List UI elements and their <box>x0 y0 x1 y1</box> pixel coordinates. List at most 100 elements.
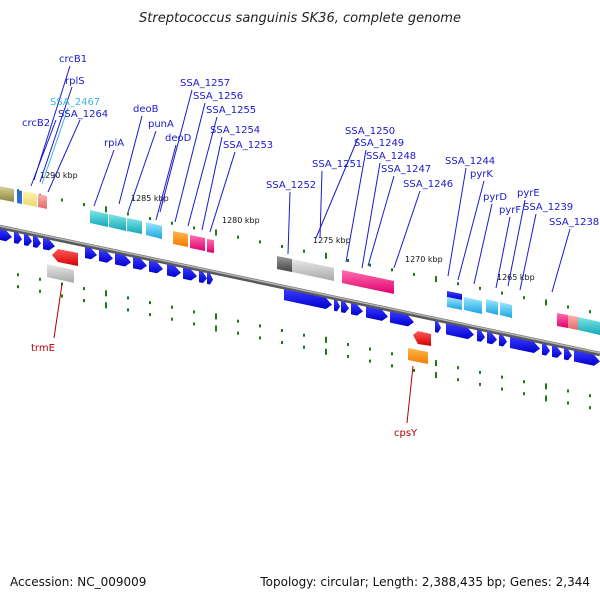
feature-teal-2 <box>109 214 126 231</box>
kbp-label-1290: 1290 kbp <box>40 171 78 180</box>
tick-mark <box>589 310 591 314</box>
tick-mark <box>237 235 239 239</box>
leader-line <box>393 190 421 269</box>
tick-mark <box>523 380 525 384</box>
tick-mark <box>105 290 107 297</box>
tick-mark <box>413 368 415 372</box>
gene-arrow <box>564 348 572 361</box>
gene-arrow <box>446 323 474 340</box>
tick-mark <box>545 299 547 306</box>
gene-label-cpsY: cpsY <box>394 428 418 439</box>
leader-line <box>30 119 57 187</box>
tick-mark <box>589 394 591 398</box>
leader-line <box>519 213 537 291</box>
tick-mark <box>523 296 525 300</box>
tick-mark <box>83 299 85 303</box>
gene-arrow <box>85 247 97 260</box>
leader-line-red <box>406 365 414 424</box>
tick-mark <box>149 301 151 305</box>
gene-arrow <box>99 250 113 263</box>
feature-olive <box>0 186 14 202</box>
tick-mark <box>259 324 261 328</box>
leader-line <box>47 119 81 193</box>
tick-mark <box>501 375 503 379</box>
leader-line <box>319 170 323 239</box>
tick-rows <box>17 189 591 410</box>
tick-mark <box>105 206 107 213</box>
tick-mark <box>325 336 327 343</box>
feature-red-cpsY <box>413 331 431 346</box>
gene-label-SSA-1250: SSA_1250 <box>345 126 395 137</box>
gene-label-SSA-1257: SSA_1257 <box>180 78 230 89</box>
gene-arrow <box>542 343 550 356</box>
gene-arrow <box>167 264 181 278</box>
feature-cyan-4 <box>486 299 498 315</box>
leader-line <box>155 144 177 221</box>
gene-label-SSA-1246: SSA_1246 <box>403 179 453 190</box>
tick-mark <box>435 372 437 379</box>
gene-arrow <box>183 267 197 281</box>
genome-backbone <box>0 224 600 357</box>
tick-mark <box>17 285 19 289</box>
tick-mark <box>171 305 173 309</box>
leader-line <box>187 116 218 227</box>
leader-line-red <box>53 283 63 339</box>
feature-teal-1 <box>90 210 108 227</box>
tick-mark <box>501 291 503 295</box>
leader-line <box>315 137 359 239</box>
gene-label-pyrF: pyrF <box>499 205 521 216</box>
feature-gray-trmE <box>47 264 74 283</box>
gene-arrow <box>351 303 363 316</box>
tick-mark <box>391 268 393 272</box>
tick-mark <box>347 259 349 262</box>
tick-mark <box>567 389 569 393</box>
leader-line <box>93 149 115 207</box>
tick-mark <box>127 296 129 300</box>
tick-mark <box>215 229 217 236</box>
gene-label-punA: punA <box>148 119 174 130</box>
tick-mark <box>303 345 305 349</box>
tick-mark <box>303 333 305 337</box>
tick-mark <box>171 221 173 225</box>
tick-mark <box>303 249 305 253</box>
leader-line <box>287 191 291 255</box>
gene-label-deoB: deoB <box>133 104 159 115</box>
leader-line <box>118 115 143 205</box>
gene-label-SSA-1264: SSA_1264 <box>58 109 108 120</box>
feature-orange-1 <box>173 231 188 247</box>
feature-blue-small <box>17 190 22 204</box>
gene-label-pyrD: pyrD <box>483 192 507 203</box>
gene-label-rpiA: rpiA <box>104 138 124 149</box>
kbp-label-1270: 1270 kbp <box>405 255 443 264</box>
tick-mark <box>259 336 261 340</box>
gene-arrow <box>207 272 213 285</box>
tick-mark <box>479 286 481 290</box>
gene-arrow <box>487 332 497 345</box>
kbp-label-1280: 1280 kbp <box>222 216 260 225</box>
gene-label-rplS: rplS <box>65 76 85 87</box>
lower-gene-labels: trmE cpsY <box>31 343 418 439</box>
gene-arrow <box>366 306 388 321</box>
tick-mark <box>83 287 85 291</box>
gene-arrow <box>0 229 12 242</box>
tick-mark <box>391 364 393 368</box>
gene-label-SSA-1238: SSA_1238 <box>549 217 599 228</box>
leader-line <box>495 216 511 289</box>
tick-mark <box>193 226 195 230</box>
feature-cyan-5 <box>500 302 512 318</box>
leader-line <box>174 102 206 223</box>
kbp-label-1285: 1285 kbp <box>131 194 169 203</box>
feature-teal-3 <box>127 218 142 234</box>
tick-mark <box>281 245 283 248</box>
gene-label-SSA-1247: SSA_1247 <box>381 164 431 175</box>
gene-arrow <box>24 234 32 246</box>
gene-arrow <box>33 236 41 248</box>
gene-label-SSA-1251: SSA_1251 <box>312 159 362 170</box>
kbp-tick-labels: 1290 kbp 1285 kbp 1280 kbp 1275 kbp 1270… <box>40 171 535 282</box>
gene-label-SSA-1239: SSA_1239 <box>523 202 573 213</box>
gene-label-SSA-2467: SSA_2467 <box>50 97 100 108</box>
gene-arrow <box>499 334 507 347</box>
tick-mark <box>171 317 173 321</box>
tick-mark <box>281 329 283 332</box>
tick-mark <box>479 370 481 374</box>
